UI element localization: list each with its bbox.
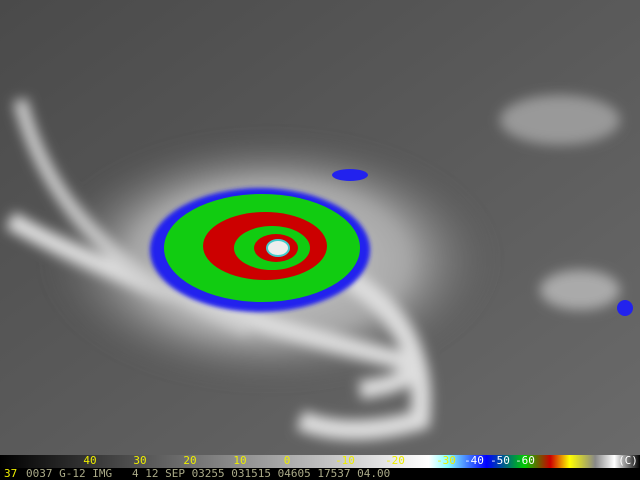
storm-core [150,169,633,316]
colorbar-label: -10 [335,454,355,467]
colorbar-label: -40 [464,454,484,467]
colorbar-unit: (C) [618,454,638,467]
colorbar-label: -30 [436,454,456,467]
color-bar [0,455,640,468]
colorbar-label: 30 [133,454,146,467]
footer-bar [0,468,640,480]
colorbar-label: 0 [284,454,291,467]
colorbar-label: -50 [490,454,510,467]
colorbar-label: 10 [233,454,246,467]
footer-id: 37 [4,467,17,480]
footer-text: 0037 G-12 IMG 4 12 SEP 03255 031515 0460… [26,467,390,480]
colorbar-label: -20 [385,454,405,467]
colorbar-label: -60 [515,454,535,467]
colorbar-label: 20 [183,454,196,467]
colorbar-label: 40 [83,454,96,467]
